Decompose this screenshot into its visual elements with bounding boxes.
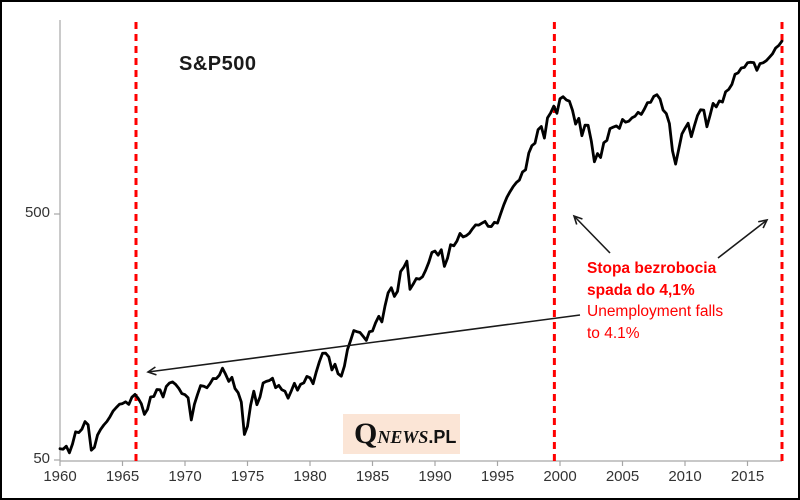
x-tick-label-1980: 1980 xyxy=(293,468,327,485)
x-tick-label-1995: 1995 xyxy=(480,468,515,485)
x-tick-label-2005: 2005 xyxy=(605,468,640,485)
arrow-to-2000-line-icon xyxy=(572,214,611,254)
annotation-en-line2: to 4.1% xyxy=(587,324,640,342)
x-tick-label-2000: 2000 xyxy=(543,468,577,485)
x-tick-label-1960: 1960 xyxy=(43,468,77,485)
logo-pl-text: .PL xyxy=(428,427,457,447)
y-tick-label-50: 50 xyxy=(33,450,50,467)
annotation-en-line1: Unemployment falls xyxy=(587,303,724,320)
annotation-arrows xyxy=(146,214,769,376)
annotation-pl-line2: spada do 4,1% xyxy=(587,281,695,299)
arrow-to-2017-line-icon xyxy=(717,218,769,259)
x-tick-label-1965: 1965 xyxy=(105,468,140,485)
y-tick-label-500: 500 xyxy=(24,204,50,221)
annotation-block: Stopa bezrobocia spada do 4,1% Unemploym… xyxy=(587,258,723,344)
annotation-pl-line1: Stopa bezrobocia xyxy=(587,260,717,277)
qnews-logo: Q NEWS .PL xyxy=(343,414,460,454)
x-tick-label-1990: 1990 xyxy=(418,468,452,485)
axis-ticks xyxy=(54,213,749,466)
x-tick-label-1985: 1985 xyxy=(355,468,390,485)
sp500-series-line xyxy=(58,39,784,455)
x-tick-label-2010: 2010 xyxy=(668,468,702,485)
chart-title: S&P500 xyxy=(179,53,257,75)
x-tick-label-2015: 2015 xyxy=(730,468,765,485)
event-lines-group xyxy=(134,22,784,461)
logo-q-letter: Q xyxy=(354,417,378,450)
x-tick-label-1970: 1970 xyxy=(168,468,202,485)
arrow-to-1966-line-icon xyxy=(146,314,581,376)
logo-news-text: NEWS xyxy=(377,427,429,447)
x-tick-label-1975: 1975 xyxy=(230,468,265,485)
